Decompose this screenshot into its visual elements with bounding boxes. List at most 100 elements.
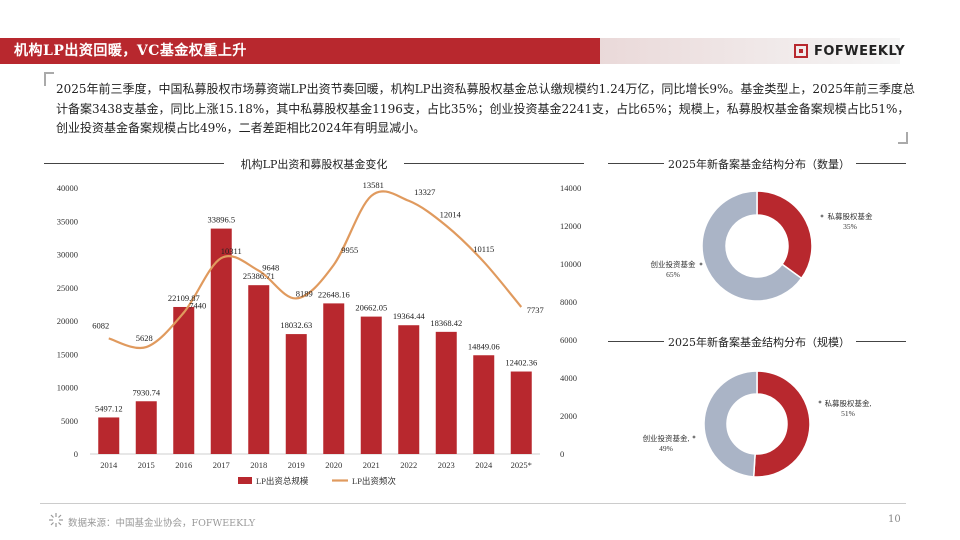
left-axis-tick-label: 0 (74, 449, 78, 459)
bar-value-label: 22109.87 (168, 293, 200, 303)
pie2-title-rule-left (608, 341, 664, 342)
legend-swatch-bars (238, 477, 252, 484)
slice-label-marker (818, 400, 822, 404)
left-axis-tick-label: 15000 (57, 349, 78, 359)
slice-label: 创业投资基金, (643, 433, 690, 443)
x-axis-tick-label: 2017 (213, 460, 230, 470)
slice-percent-label: 35% (843, 222, 857, 231)
left-axis-tick-label: 20000 (57, 316, 78, 326)
slice-label: 私募股权基金 (828, 211, 873, 221)
chart-title-rule-left (44, 163, 224, 164)
slice-label-marker (820, 214, 824, 218)
donut-slice (701, 190, 803, 302)
x-axis-tick-label: 2020 (325, 460, 342, 470)
bar (210, 228, 232, 454)
bar-value-label: 5497.12 (95, 403, 123, 413)
bar (323, 303, 345, 454)
data-source: 数据来源：中国基金业协会，FOFWEEKLY (68, 518, 256, 529)
x-axis-tick-label: 2024 (475, 460, 493, 470)
page-number: 10 (888, 514, 901, 525)
bar-value-label: 33896.5 (207, 215, 235, 225)
line-value-label: 5628 (136, 333, 153, 343)
bar (285, 334, 307, 454)
footer-divider (40, 503, 906, 504)
left-axis-tick-label: 40000 (57, 183, 78, 193)
line-value-label: 9955 (341, 245, 358, 255)
slice-percent-label: 51% (841, 409, 855, 418)
quote-bracket-top-left (44, 72, 54, 86)
bar (135, 401, 157, 454)
right-axis-tick-label: 10000 (560, 259, 581, 269)
pie2-title-rule-right (856, 341, 906, 342)
source-icon (49, 513, 63, 527)
pie1-title: 2025年新备案基金结构分布（数量） (668, 158, 850, 171)
x-axis-tick-label: 2015 (138, 460, 155, 470)
bar-value-label: 18032.63 (280, 320, 312, 330)
bar-value-label: 20662.05 (355, 303, 387, 313)
frequency-line (108, 190, 523, 350)
bar (398, 325, 420, 454)
summary-text: 2025年前三季度，中国私募股权市场募资端LP出资节奏回暖，机构LP出资私募股权… (56, 82, 915, 135)
right-axis-tick-label: 2000 (560, 411, 577, 421)
bar-chart-title: 机构LP出资和募股权基金变化 (240, 158, 388, 171)
line-value-label: 10115 (473, 244, 494, 254)
x-axis-tick-label: 2025* (511, 460, 532, 470)
donut-slice (703, 370, 758, 478)
line-value-label: 6082 (92, 320, 109, 330)
line-value-label: 7440 (189, 301, 206, 311)
donut-slice (752, 370, 811, 478)
left-axis-tick-label: 35000 (57, 216, 78, 226)
slice-label: 私募股权基金, (825, 398, 872, 408)
x-axis-tick-label: 2021 (363, 460, 380, 470)
x-axis-tick-label: 2019 (288, 460, 305, 470)
left-axis-tick-label: 30000 (57, 250, 78, 260)
bar (473, 355, 495, 454)
bar (360, 316, 382, 454)
bar-value-label: 22648.16 (318, 289, 350, 299)
line-value-label: 8189 (296, 288, 313, 298)
lp-bar-line-chart: 0500010000150002000025000300003500040000… (57, 180, 582, 486)
bar-value-label: 7930.74 (132, 387, 160, 397)
slice-label: 创业投资基金 (651, 259, 696, 269)
left-axis-tick-label: 25000 (57, 283, 78, 293)
pie1-title-rule-right (856, 163, 906, 164)
title-bar: 机构LP出资回暖，VC基金权重上升 (0, 38, 600, 64)
x-axis-tick-label: 2016 (175, 460, 192, 470)
line-value-label: 9648 (262, 263, 279, 273)
bar (435, 331, 457, 454)
bar-value-label: 18368.42 (430, 318, 462, 328)
bar (173, 306, 195, 454)
quote-bracket-bottom-right (898, 132, 908, 144)
legend-label-line: LP出资频次 (352, 476, 396, 486)
pie1-title-rule-left (608, 163, 664, 164)
bar-value-label: 25386.71 (243, 271, 275, 281)
slice-percent-label: 49% (659, 444, 673, 453)
bar (248, 285, 270, 454)
right-axis-tick-label: 14000 (560, 183, 581, 193)
x-axis-tick-label: 2014 (100, 460, 118, 470)
logo-icon (794, 44, 808, 58)
title-bar-fade (600, 38, 900, 64)
x-axis-tick-label: 2022 (400, 460, 417, 470)
bar-value-label: 19364.44 (393, 311, 426, 321)
right-axis-tick-label: 12000 (560, 221, 581, 231)
bar (510, 371, 532, 454)
line-value-label: 7737 (527, 305, 544, 315)
slice-label-marker (692, 435, 696, 439)
pie2-title: 2025年新备案基金结构分布（规模） (668, 336, 850, 349)
slice-label-marker (699, 262, 703, 266)
right-axis-tick-label: 4000 (560, 373, 577, 383)
bar-value-label: 14849.06 (468, 341, 500, 351)
page-title: 机构LP出资回暖，VC基金权重上升 (14, 43, 247, 59)
line-value-label: 12014 (440, 210, 462, 220)
logo-text: FOFWEEKLY (814, 43, 906, 59)
bar (98, 417, 120, 454)
chart-title-rule-right (404, 163, 584, 164)
right-axis-tick-label: 6000 (560, 335, 577, 345)
right-axis-tick-label: 8000 (560, 297, 577, 307)
pie-chart-scale: 私募股权基金,51% 创业投资基金,49% (643, 370, 872, 478)
line-value-label: 13327 (414, 187, 435, 197)
left-axis-tick-label: 10000 (57, 383, 78, 393)
x-axis-tick-label: 2023 (438, 460, 455, 470)
